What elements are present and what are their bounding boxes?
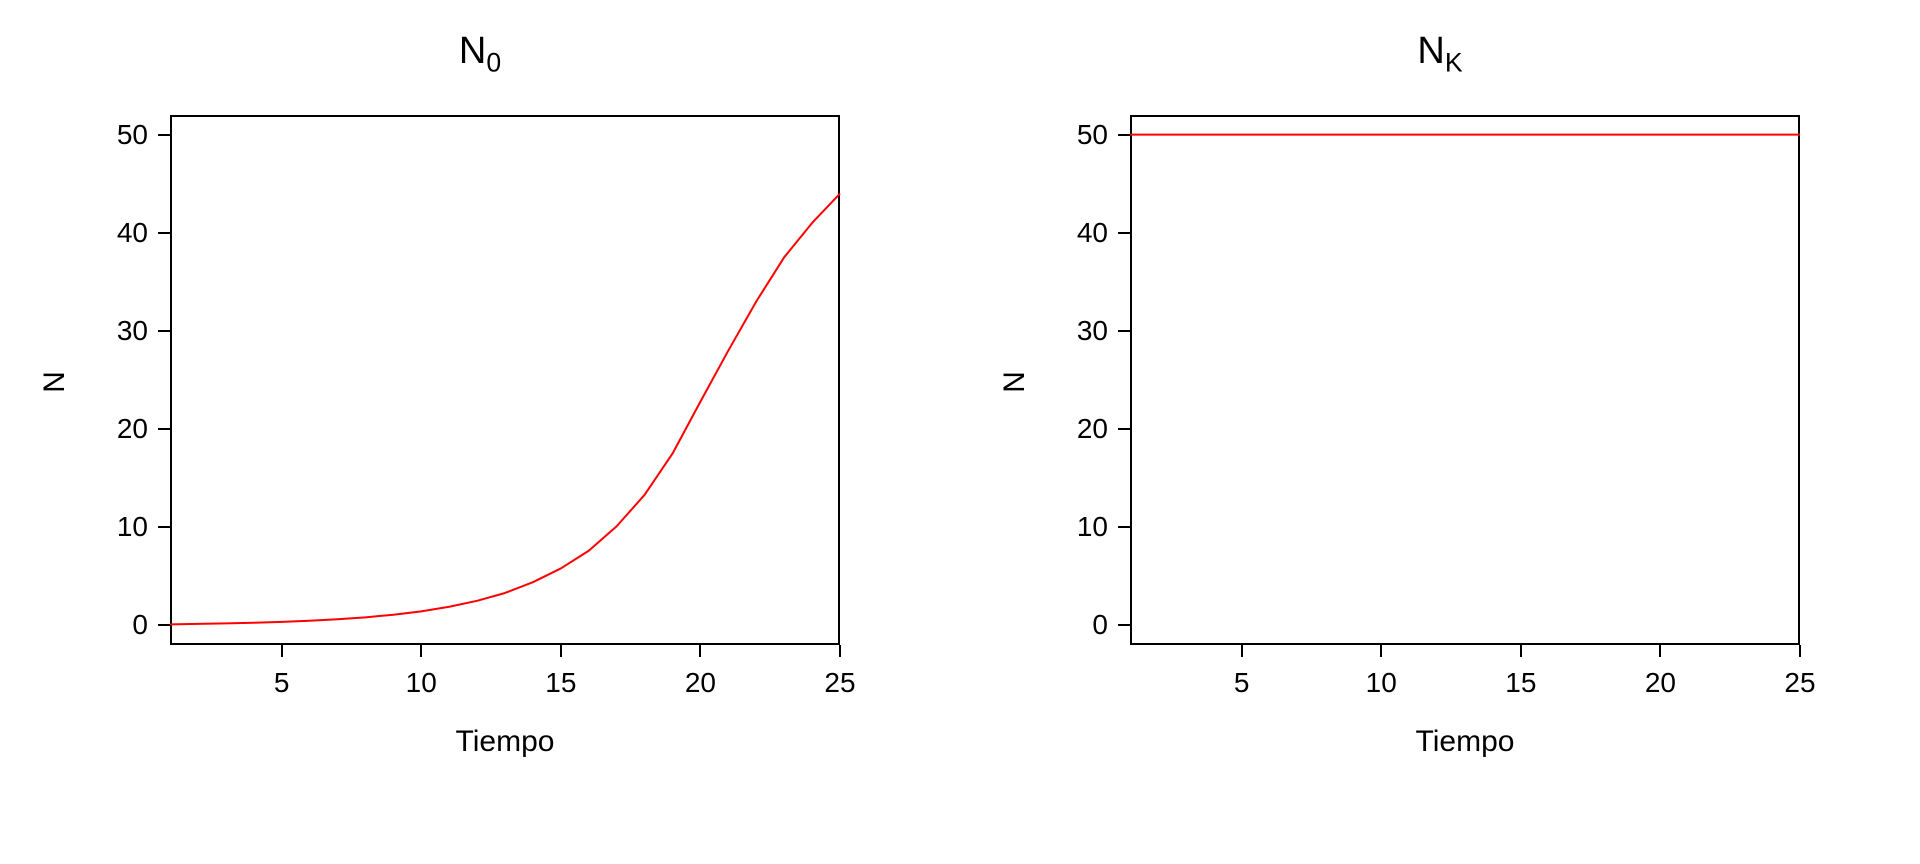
xtick-label: 10 bbox=[406, 667, 437, 699]
ylabel-left: N bbox=[38, 367, 72, 397]
ytick-label: 30 bbox=[98, 315, 148, 347]
ytick-label: 20 bbox=[1058, 413, 1108, 445]
panel-right-title: NK bbox=[960, 30, 1920, 79]
title-main: N bbox=[1417, 30, 1444, 72]
panel-left: N0 N Tiempo 51015202501020304050 bbox=[0, 0, 960, 864]
panel-left-title: N0 bbox=[0, 30, 960, 79]
xtick-mark bbox=[1380, 645, 1382, 657]
xtick-mark bbox=[839, 645, 841, 657]
ytick-label: 50 bbox=[1058, 119, 1108, 151]
ytick-mark bbox=[158, 232, 170, 234]
ytick-label: 40 bbox=[1058, 217, 1108, 249]
ytick-label: 10 bbox=[1058, 511, 1108, 543]
xtick-mark bbox=[1659, 645, 1661, 657]
ytick-label: 20 bbox=[98, 413, 148, 445]
xtick-mark bbox=[699, 645, 701, 657]
ylabel-right: N bbox=[998, 367, 1032, 397]
ytick-mark bbox=[1118, 330, 1130, 332]
title-main: N bbox=[459, 30, 486, 72]
ytick-mark bbox=[1118, 134, 1130, 136]
ytick-mark bbox=[1118, 428, 1130, 430]
title-sub: 0 bbox=[486, 48, 501, 78]
ytick-mark bbox=[158, 330, 170, 332]
ytick-label: 10 bbox=[98, 511, 148, 543]
ytick-mark bbox=[158, 428, 170, 430]
xtick-mark bbox=[560, 645, 562, 657]
xtick-label: 20 bbox=[1645, 667, 1676, 699]
ytick-mark bbox=[158, 526, 170, 528]
series-right bbox=[1130, 115, 1800, 645]
xtick-mark bbox=[420, 645, 422, 657]
xtick-label: 25 bbox=[1784, 667, 1815, 699]
xtick-label: 15 bbox=[1505, 667, 1536, 699]
xtick-label: 5 bbox=[274, 667, 290, 699]
ytick-mark bbox=[158, 134, 170, 136]
xtick-mark bbox=[1799, 645, 1801, 657]
figure: N0 N Tiempo 51015202501020304050 NK N Ti… bbox=[0, 0, 1920, 864]
xtick-label: 25 bbox=[824, 667, 855, 699]
xtick-mark bbox=[1241, 645, 1243, 657]
xlabel-right: Tiempo bbox=[1130, 725, 1800, 759]
ytick-mark bbox=[158, 624, 170, 626]
title-sub: K bbox=[1445, 48, 1463, 78]
ytick-mark bbox=[1118, 526, 1130, 528]
xtick-label: 5 bbox=[1234, 667, 1250, 699]
xlabel-left: Tiempo bbox=[170, 725, 840, 759]
ytick-mark bbox=[1118, 624, 1130, 626]
xtick-mark bbox=[1520, 645, 1522, 657]
series-left bbox=[170, 115, 840, 645]
xtick-mark bbox=[281, 645, 283, 657]
xtick-label: 15 bbox=[545, 667, 576, 699]
panel-right: NK N Tiempo 51015202501020304050 bbox=[960, 0, 1920, 864]
ytick-label: 0 bbox=[98, 609, 148, 641]
data-line bbox=[170, 194, 840, 625]
xtick-label: 20 bbox=[685, 667, 716, 699]
ytick-label: 0 bbox=[1058, 609, 1108, 641]
xtick-label: 10 bbox=[1366, 667, 1397, 699]
ytick-label: 30 bbox=[1058, 315, 1108, 347]
ytick-mark bbox=[1118, 232, 1130, 234]
ytick-label: 50 bbox=[98, 119, 148, 151]
ytick-label: 40 bbox=[98, 217, 148, 249]
